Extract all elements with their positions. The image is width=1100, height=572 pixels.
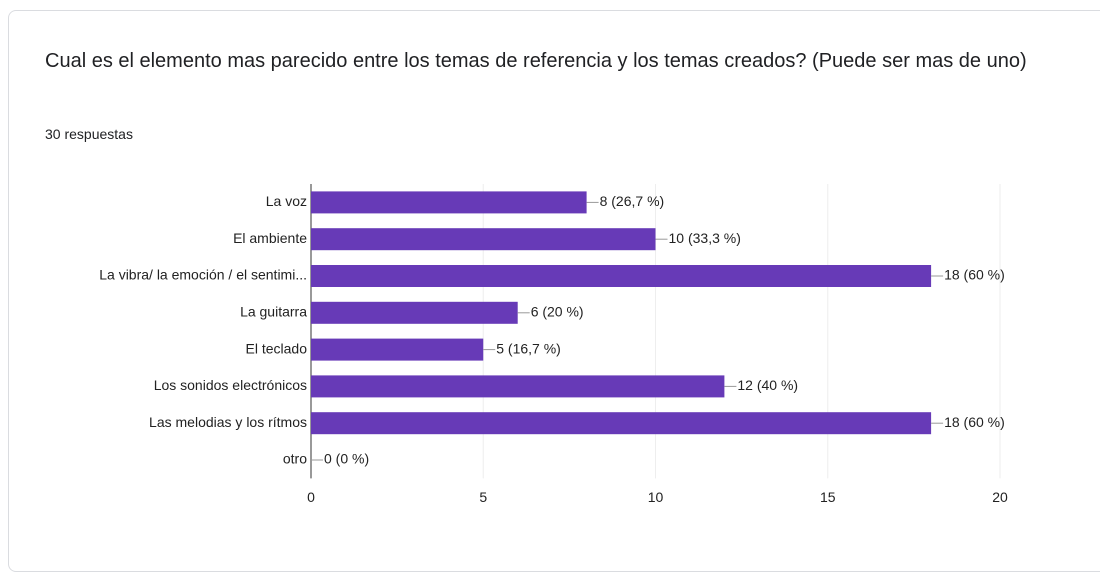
data-label: 5 (16,7 %): [496, 340, 561, 356]
x-tick-label: 15: [820, 489, 836, 505]
data-label: 18 (60 %): [944, 414, 1005, 430]
y-tick-label: El teclado: [246, 340, 308, 356]
data-label: 10 (33,3 %): [669, 230, 741, 246]
data-label: 0 (0 %): [324, 451, 369, 467]
y-tick-label: La vibra/ la emoción / el sentimi...: [99, 267, 307, 283]
bar: [311, 375, 725, 398]
page: Cual es el elemento mas parecido entre l…: [8, 10, 1100, 572]
card: [8, 10, 1100, 572]
x-tick-label: 0: [307, 489, 315, 505]
bar: [311, 301, 518, 324]
y-tick-label: El ambiente: [233, 230, 307, 246]
y-tick-label: La voz: [266, 193, 307, 209]
y-tick-label: otro: [283, 451, 307, 467]
data-label: 6 (20 %): [531, 304, 584, 320]
y-tick-label: La guitarra: [240, 304, 307, 320]
y-tick-label: Los sonidos electrónicos: [154, 377, 307, 393]
chart-subtitle: 30 respuestas: [45, 126, 133, 142]
bar: [311, 265, 932, 287]
bar: [311, 412, 932, 435]
bar: [311, 338, 484, 361]
bar: [311, 191, 587, 214]
x-tick-label: 20: [992, 489, 1008, 505]
y-tick-label: Las melodias y los rítmos: [149, 414, 307, 430]
data-label: 8 (26,7 %): [600, 193, 665, 209]
chart: 0 5 10 15 20 La voz 8 (26,7 %) El ambiente 10 (3…: [99, 184, 1008, 505]
data-label: 12 (40 %): [737, 377, 798, 393]
x-tick-label: 5: [479, 489, 487, 505]
x-tick-label: 10: [648, 489, 664, 505]
chart-title: Cual es el elemento mas parecido entre l…: [45, 50, 1027, 72]
bar: [311, 228, 656, 251]
data-label: 18 (60 %): [944, 267, 1005, 283]
